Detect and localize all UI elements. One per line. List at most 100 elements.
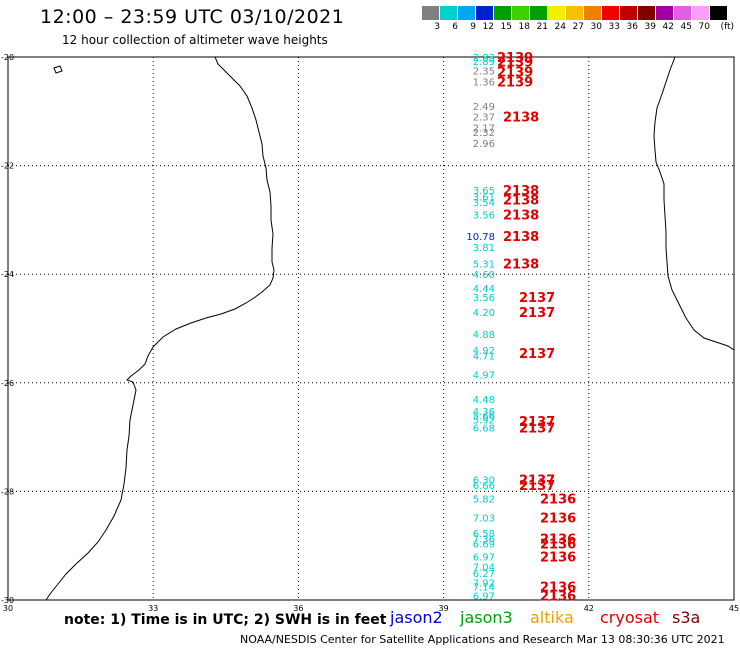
wave-height-value: 2.49: [473, 102, 495, 113]
color-swatch: [710, 6, 728, 20]
color-swatch: [440, 6, 458, 20]
color-scale-label: 27: [572, 22, 584, 32]
color-swatch: [602, 6, 620, 20]
wave-height-value: 6.58: [473, 529, 495, 540]
pass-number: 2137: [519, 291, 555, 306]
satellite-label: s3a: [672, 608, 701, 627]
wave-height-value: 2.89: [473, 57, 495, 68]
wave-height-value: 7.36: [473, 535, 495, 546]
pass-number: 2139: [497, 51, 533, 66]
wave-height-value: 4.92: [473, 346, 495, 357]
island-coastline: [53, 65, 63, 74]
color-swatch: [566, 6, 584, 20]
color-scale-label: 9: [470, 22, 476, 32]
color-scale-label: 24: [554, 22, 566, 32]
wave-height-value: 4.60: [473, 270, 495, 281]
color-scale-label: (ft): [720, 22, 734, 32]
latitude-tick-label: -24: [1, 270, 14, 279]
pass-number: 2137: [519, 347, 555, 362]
pass-number-labels: 2139213921392139213821382138213821382138…: [497, 51, 576, 605]
color-swatch: [584, 6, 602, 20]
color-scale-label: 12: [482, 22, 494, 32]
color-swatch: [530, 6, 548, 20]
wave-height-value: 7.14: [473, 582, 495, 593]
wave-height-value: 7.03: [473, 513, 495, 524]
color-swatch: [494, 6, 512, 20]
wave-height-value: 6.97: [473, 592, 495, 603]
axis-tick-labels: 30 33 36 39 42 45 -20 -22 -24 -26 -28 -30: [1, 53, 739, 613]
wave-height-value: 3.56: [473, 293, 495, 304]
wave-height-value: 4.48: [473, 395, 495, 406]
map-subtitle: 12 hour collection of altimeter wave hei…: [62, 33, 328, 47]
longitude-tick-label: 39: [439, 604, 449, 613]
longitude-tick-label: 30: [3, 604, 13, 613]
pass-number: 2139: [497, 75, 533, 90]
wave-height-value: 5.82: [473, 494, 495, 505]
longitude-tick-label: 42: [584, 604, 594, 613]
pass-number: 2138: [503, 184, 539, 199]
wave-height-observations: 2.832.892.351.36 2.492.372.172.322.96 3.65…: [466, 53, 495, 603]
color-swatch: [638, 6, 656, 20]
color-swatch: [656, 6, 674, 20]
wave-height-value: 3.54: [473, 198, 495, 209]
longitude-tick-label: 45: [729, 604, 739, 613]
wave-height-value: 4.97: [473, 371, 495, 382]
wave-height-value: 3.61: [473, 193, 495, 204]
satellite-label: jason2: [390, 608, 443, 627]
wave-height-value: 3.56: [473, 210, 495, 221]
wave-height-value: 7.92: [473, 579, 495, 590]
africa-coastline: [45, 56, 275, 601]
color-swatch: [476, 6, 494, 20]
longitude-tick-label: 33: [148, 604, 158, 613]
wave-height-value: 4.71: [473, 352, 495, 363]
wave-height-value: 2.37: [473, 113, 495, 124]
color-scale-label: 18: [518, 22, 530, 32]
pass-number: 2138: [503, 230, 539, 245]
wave-height-value: 4.36: [473, 407, 495, 418]
map-title: 12:00 – 23:59 UTC 03/10/2021: [40, 6, 345, 28]
pass-number: 2139: [497, 55, 533, 70]
color-scale-label: 30: [590, 22, 602, 32]
wave-height-value: 1.36: [473, 77, 495, 88]
color-scale-label: 39: [644, 22, 656, 32]
map-frame: [7, 56, 735, 601]
pass-number: 2137: [519, 473, 555, 488]
color-scale-labels: 3 6 9 12 15 18 21 24 27 30 33 36 39 42 45 70 (ft): [422, 22, 734, 32]
pass-number: 2137: [519, 421, 555, 436]
color-swatch: [674, 6, 692, 20]
color-swatch: [422, 6, 440, 20]
wave-height-value: 2.32: [473, 128, 495, 139]
wave-height-value: 4.20: [473, 308, 495, 319]
wave-height-value: 4.44: [473, 284, 495, 295]
color-scale-label: 6: [452, 22, 458, 32]
wave-height-value: 2.96: [473, 139, 495, 150]
wave-height-value: 2.83: [473, 53, 495, 64]
color-scale-label: 33: [608, 22, 620, 32]
madagascar-coastline: [653, 56, 735, 351]
wave-height-value: 5.92: [473, 416, 495, 427]
wave-height-value: 4.88: [473, 330, 495, 341]
color-swatch: [548, 6, 566, 20]
color-scale-label: 15: [500, 22, 512, 32]
wave-height-value: 2.35: [473, 67, 495, 78]
pass-number: 2136: [540, 533, 576, 548]
map-grid: [7, 56, 735, 601]
pass-number: 2137: [519, 306, 555, 321]
satellite-label: altika: [530, 608, 574, 627]
wave-height-value: 5.66: [473, 411, 495, 422]
color-scale-label: 21: [536, 22, 548, 32]
wave-height-value: 6.30: [473, 475, 495, 486]
satellite-label: jason3: [460, 608, 513, 627]
color-swatch: [512, 6, 530, 20]
pass-number: 2137: [519, 415, 555, 430]
latitude-tick-label: -30: [1, 596, 14, 605]
color-swatch: [620, 6, 638, 20]
wave-height-value: 6.27: [473, 569, 495, 580]
wave-height-value: 2.17: [473, 124, 495, 135]
pass-number: 2136: [540, 580, 576, 595]
satellite-label: cryosat: [600, 608, 660, 627]
color-scale-label: 3: [434, 22, 440, 32]
wave-height-value: 6.68: [473, 423, 495, 434]
color-scale-label: 42: [662, 22, 674, 32]
pass-number: 2138: [503, 193, 539, 208]
